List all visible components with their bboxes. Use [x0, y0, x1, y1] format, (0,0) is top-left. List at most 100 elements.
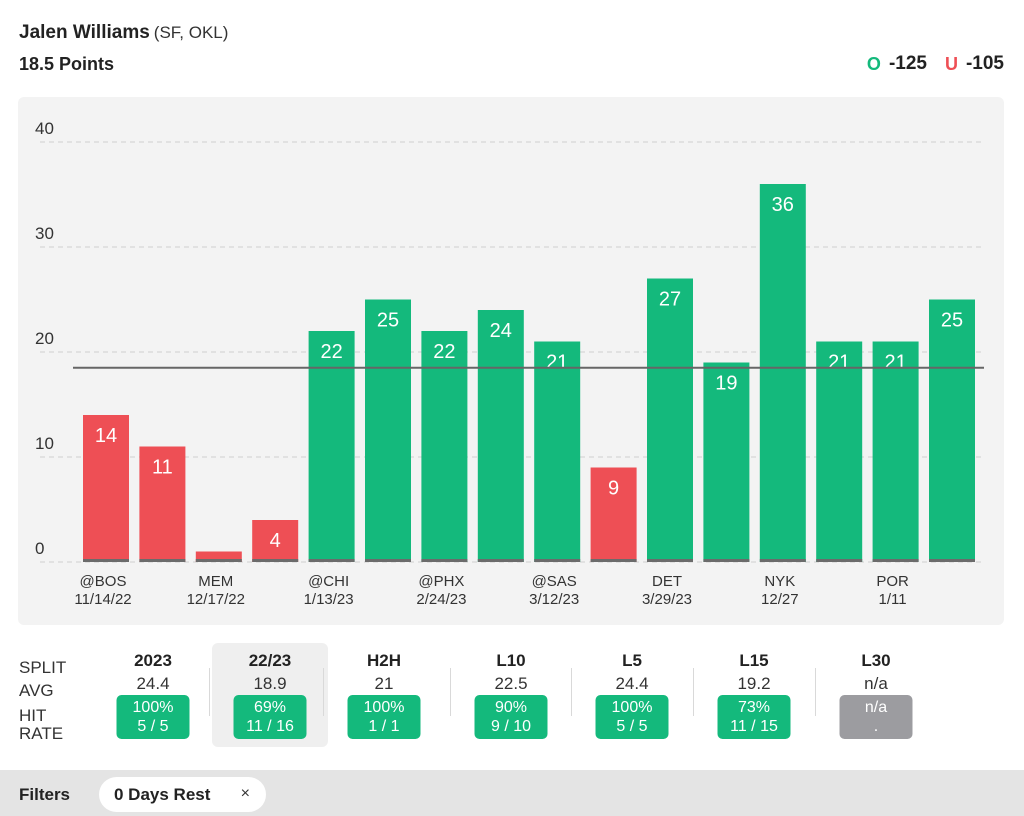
bar — [139, 446, 186, 562]
bar — [252, 520, 299, 562]
x-tick-opponent: @CHI — [308, 573, 349, 590]
bar-base — [252, 559, 299, 562]
bar-base — [872, 559, 919, 562]
split-avg: n/a — [864, 674, 888, 693]
bar — [477, 310, 524, 562]
bar-base — [816, 559, 863, 562]
under-icon: U — [944, 53, 958, 74]
x-tick-opponent: NYK — [764, 573, 795, 590]
x-tick-opponent: MEM — [198, 573, 233, 590]
hit-rate-ratio: 9 / 10 — [490, 718, 532, 735]
hit-rate-ratio: 5 / 5 — [616, 718, 648, 735]
filters-bar: Filters 0 Days Rest × — [0, 770, 1024, 816]
over-icon: O — [866, 53, 881, 74]
hit-rate-pct: 69% — [253, 699, 287, 716]
filters-title: Filters — [19, 785, 71, 804]
split-col-l15[interactable]: L15 19.2 73% 11 / 15 — [696, 643, 812, 747]
bar — [365, 299, 411, 562]
odds-display: O -125 U -105 — [867, 53, 1004, 75]
hit-rate-ratio: 1 / 1 — [368, 718, 400, 735]
hit-rate-badge: 90% 9 / 10 — [474, 695, 548, 739]
x-tick-opponent: @BOS — [80, 573, 127, 590]
bar-value-label: 36 — [772, 194, 794, 216]
filter-chip-label: 0 Days Rest — [114, 784, 211, 804]
bar-value-label: 22 — [433, 341, 455, 363]
x-tick-opponent: DET — [652, 573, 682, 590]
split-name: L10 — [496, 651, 526, 670]
x-tick-date: 12/17/22 — [187, 591, 245, 608]
split-avg: 24.4 — [615, 674, 649, 693]
filter-chip-days-rest[interactable]: 0 Days Rest × — [99, 777, 266, 812]
y-tick-label: 40 — [35, 119, 54, 138]
player-name: Jalen Williams (SF, OKL) — [19, 22, 228, 44]
bar-base — [703, 559, 750, 562]
bar — [195, 551, 242, 562]
split-col-2223[interactable]: 22/23 18.9 69% 11 / 16 — [212, 643, 328, 747]
over-odds[interactable]: -125 — [888, 53, 927, 74]
bar — [421, 331, 468, 562]
split-name: L5 — [622, 651, 642, 670]
hit-rate-badge: 73% 11 / 15 — [717, 695, 791, 739]
bar-base — [421, 559, 468, 562]
split-avg: 18.9 — [253, 674, 287, 693]
x-tick-date: 3/29/23 — [642, 591, 692, 608]
split-name: L15 — [739, 651, 769, 670]
split-divider — [571, 668, 572, 716]
hit-rate-ratio: . — [873, 718, 879, 735]
x-tick-date: 12/27 — [761, 591, 799, 608]
chart-svg: 0 10 20 30 40 14 11 4 22 25 22 24 21 9 27 19 36 21 21 25 @BO… — [35, 119, 984, 608]
split-divider — [323, 668, 324, 716]
bar — [83, 415, 129, 562]
bar-value-label: 4 — [270, 530, 281, 552]
split-col-l30[interactable]: L30 n/a n/a. — [818, 643, 934, 747]
split-col-l5[interactable]: L5 24.4 100% 5 / 5 — [574, 643, 690, 747]
bar-base — [195, 559, 242, 562]
bar — [590, 467, 637, 562]
y-tick-label: 0 — [35, 539, 44, 558]
x-tick-date: 2/24/23 — [416, 591, 466, 608]
bar-base — [929, 559, 975, 562]
x-tick-date: 11/14/22 — [74, 591, 131, 608]
bar-base — [477, 559, 524, 562]
bar-base — [534, 559, 581, 562]
split-col-h2h[interactable]: H2H 21 100% 1 / 1 — [326, 643, 442, 747]
hit-label: HIT — [19, 706, 47, 725]
bar — [929, 299, 975, 562]
bar-value-label: 19 — [715, 373, 737, 395]
split-avg: 21 — [374, 674, 394, 693]
bar-base — [590, 559, 637, 562]
x-tick-opponent: @PHX — [418, 573, 464, 590]
bar — [759, 184, 806, 562]
bar-base — [759, 559, 806, 562]
bar-base — [647, 559, 693, 562]
hit-rate-pct: 100% — [132, 699, 174, 716]
bar-value-label: 14 — [95, 425, 117, 447]
bar — [703, 362, 750, 562]
bar-value-label: 21 — [546, 352, 568, 374]
y-tick-label: 30 — [35, 224, 54, 243]
x-tick-date: 1/13/23 — [304, 591, 354, 608]
bar — [816, 341, 863, 562]
hit-rate-badge: 69% 11 / 16 — [233, 695, 307, 739]
bar-base — [83, 559, 129, 562]
hit-rate-badge: 100% 5 / 5 — [595, 695, 669, 739]
hit-rate-ratio: 11 / 15 — [730, 718, 778, 735]
split-divider — [693, 668, 694, 716]
splits-table: SPLIT AVG HIT RATE 2023 24.4 100% 5 / 5 22/2… — [0, 640, 1024, 760]
split-col-2023[interactable]: 2023 24.4 100% 5 / 5 — [95, 643, 211, 747]
x-tick-date: 3/12/23 — [529, 591, 579, 608]
hit-rate-pct: 73% — [737, 699, 771, 716]
rate-label: RATE — [19, 724, 64, 743]
under-odds[interactable]: -105 — [965, 53, 1004, 74]
game-log-chart: 0 10 20 30 40 14 11 4 22 25 22 24 21 9 27 19 36 21 21 25 @BO… — [18, 97, 1004, 625]
bar-value-label: 22 — [320, 341, 342, 363]
split-divider — [815, 668, 816, 716]
split-col-l10[interactable]: L10 22.5 90% 9 / 10 — [453, 643, 569, 747]
split-avg: 19.2 — [737, 674, 771, 693]
close-icon[interactable]: × — [240, 785, 250, 802]
hit-rate-ratio: 11 / 16 — [246, 718, 294, 735]
player-name-text: Jalen Williams — [19, 22, 150, 43]
bar-base — [139, 559, 186, 562]
y-tick-label: 10 — [35, 434, 54, 453]
bar-base — [308, 559, 355, 562]
